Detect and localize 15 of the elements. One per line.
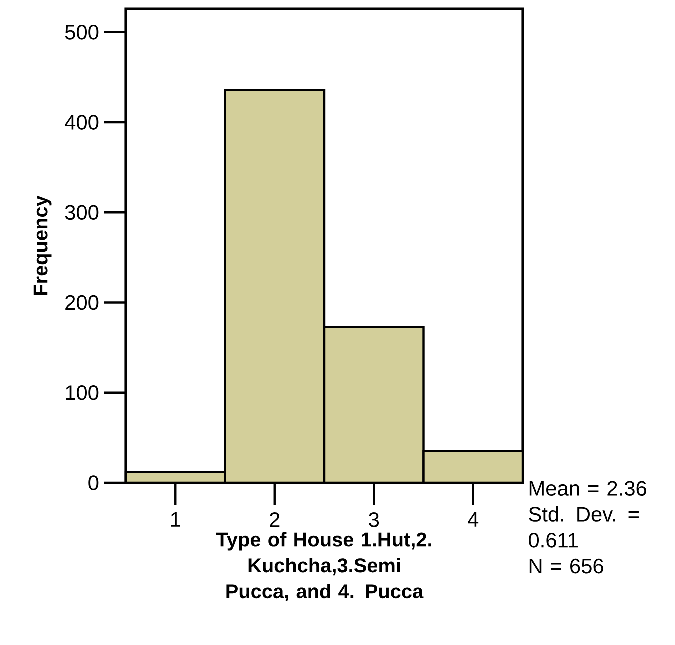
y-axis-title: Frequency <box>34 196 52 296</box>
x-tick-label: 2 <box>270 512 280 528</box>
x-tick-label: 3 <box>369 512 380 528</box>
x-tick-label: 1 <box>171 512 180 527</box>
y-tick-label: 500 <box>65 25 99 40</box>
text: N = 656 <box>530 558 604 574</box>
text: Mean = 2.36 <box>530 481 646 496</box>
y-tick-label: 100 <box>66 385 99 400</box>
x-axis-title: Type of House 1.Hut,2. Kuchcha,3.Semi Pucca, and 4. Pucca <box>216 532 432 602</box>
y-tick-label: 300 <box>65 205 99 220</box>
text: Std. Dev. = 0.611 <box>529 506 639 548</box>
y-tick-label: 400 <box>65 115 99 130</box>
y-tick-label: 200 <box>66 295 99 310</box>
x-tick-label: 4 <box>468 512 479 527</box>
y-tick-label: 0 <box>88 476 99 490</box>
